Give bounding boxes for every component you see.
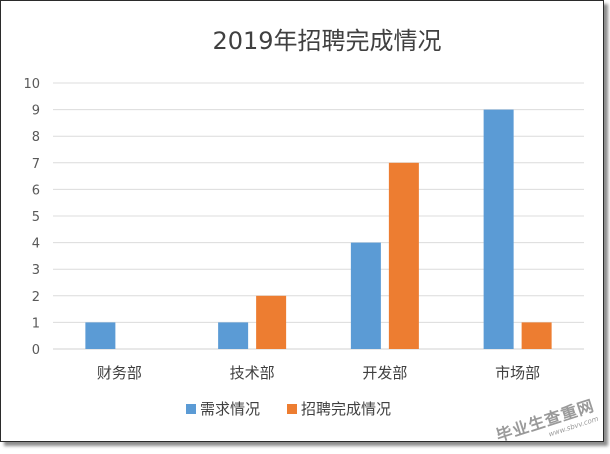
y-tick-label: 9 bbox=[32, 104, 40, 119]
y-tick-label: 10 bbox=[23, 77, 40, 92]
x-axis: 财务部 技术部 开发部 市场部 bbox=[97, 364, 540, 382]
legend-label: 需求情况 bbox=[200, 400, 260, 418]
y-axis: 0 1 2 3 4 5 6 7 8 9 10 bbox=[23, 77, 40, 358]
bar bbox=[85, 322, 116, 349]
y-tick-label: 6 bbox=[32, 183, 40, 198]
x-category-label: 技术部 bbox=[230, 364, 275, 382]
chart-title: 2019年招聘完成情况 bbox=[212, 27, 441, 55]
bar bbox=[350, 242, 381, 349]
x-category-label: 财务部 bbox=[97, 364, 142, 382]
y-tick-label: 5 bbox=[32, 210, 40, 225]
y-tick-label: 4 bbox=[32, 237, 40, 252]
y-tick-label: 1 bbox=[32, 316, 40, 331]
chart-svg: 2019年招聘完成情况 0 1 2 3 4 5 6 7 8 9 10 财务部 技术部 开发部 市场部 需求… bbox=[23, 27, 584, 418]
y-tick-label: 3 bbox=[32, 263, 40, 278]
bar bbox=[256, 295, 287, 349]
y-tick-label: 2 bbox=[32, 290, 40, 305]
chart-frame: 2019年招聘完成情况 0 1 2 3 4 5 6 7 8 9 10 财务部 技术部 开发部 市场部 需求… bbox=[0, 0, 604, 445]
bars-layer bbox=[85, 109, 552, 349]
legend-swatch bbox=[186, 404, 196, 414]
bar bbox=[521, 322, 552, 349]
y-tick-label: 8 bbox=[32, 130, 40, 145]
legend-label: 招聘完成情况 bbox=[301, 400, 391, 418]
bar bbox=[388, 162, 419, 349]
legend-swatch bbox=[287, 404, 297, 414]
bar bbox=[483, 109, 514, 349]
y-tick-label: 7 bbox=[32, 157, 40, 172]
legend: 需求情况 招聘完成情况 bbox=[186, 400, 391, 418]
y-tick-label: 0 bbox=[32, 343, 40, 358]
x-category-label: 市场部 bbox=[495, 364, 540, 382]
x-category-label: 开发部 bbox=[362, 364, 407, 382]
bar bbox=[218, 322, 249, 349]
